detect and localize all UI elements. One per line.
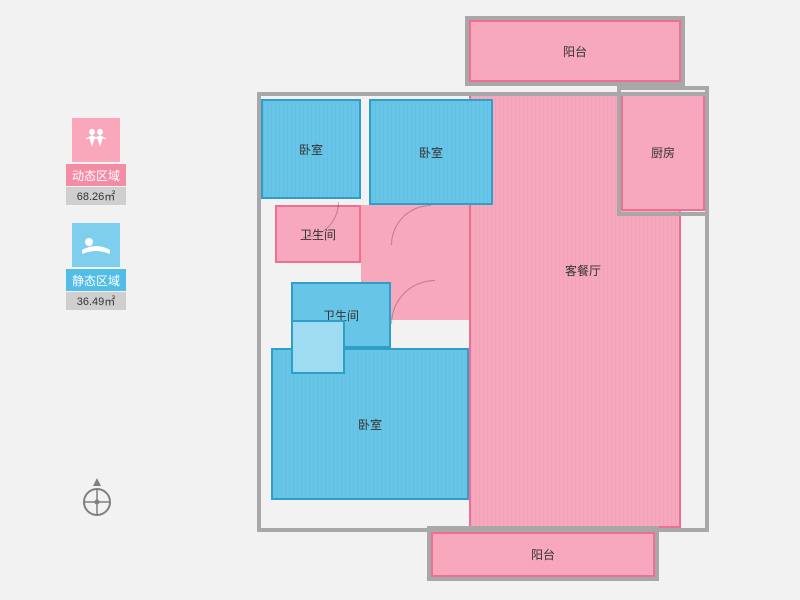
- room-label: 阳台: [531, 546, 555, 563]
- room-label: 客餐厅: [565, 262, 601, 279]
- room-label: 卧室: [299, 141, 323, 158]
- room-bath-2-inner: [291, 320, 345, 374]
- legend-static: 静态区域 36.49㎡: [66, 223, 126, 310]
- room-bedroom-2: 卧室: [369, 99, 493, 205]
- room-label: 卫生间: [300, 226, 336, 243]
- legend-static-value: 36.49㎡: [66, 292, 126, 310]
- room-label: 阳台: [563, 43, 587, 60]
- people-dynamic-icon: [72, 118, 120, 162]
- room-bath-1: 卫生间: [275, 205, 361, 263]
- room-balcony-bot: 阳台: [431, 532, 655, 577]
- legend-dynamic: 动态区域 68.26㎡: [66, 118, 126, 205]
- legend-static-label: 静态区域: [66, 269, 126, 291]
- room-balcony-top: 阳台: [469, 20, 681, 82]
- compass-icon: [80, 478, 114, 518]
- legend-dynamic-value: 68.26㎡: [66, 187, 126, 205]
- room-label: 卧室: [358, 416, 382, 433]
- room-kitchen: 厨房: [621, 93, 705, 211]
- room-label: 厨房: [651, 144, 675, 161]
- legend-panel: 动态区域 68.26㎡ 静态区域 36.49㎡: [66, 118, 126, 328]
- sleep-static-icon: [72, 223, 120, 267]
- room-bedroom-1: 卧室: [261, 99, 361, 199]
- room-label: 卧室: [419, 144, 443, 161]
- legend-dynamic-label: 动态区域: [66, 164, 126, 186]
- floor-plan: 客餐厅阳台厨房卧室卧室卫生间卫生间卧室阳台: [243, 20, 723, 577]
